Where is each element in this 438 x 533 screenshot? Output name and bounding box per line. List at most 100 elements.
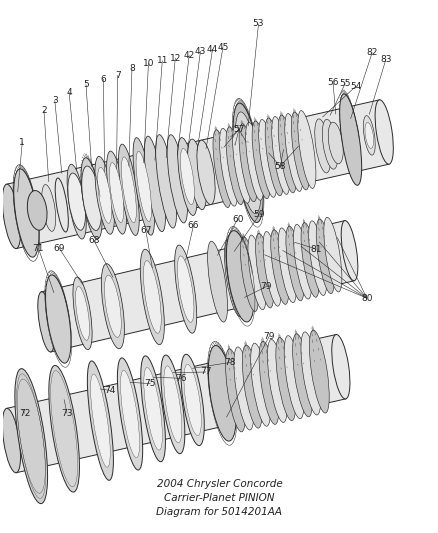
Ellipse shape [262,231,281,306]
Ellipse shape [247,235,265,310]
Ellipse shape [27,191,47,230]
Ellipse shape [258,341,278,424]
Ellipse shape [2,184,21,248]
Ellipse shape [144,368,162,450]
Text: 3: 3 [52,96,57,105]
Ellipse shape [364,123,373,148]
Ellipse shape [270,230,288,304]
Ellipse shape [323,217,341,292]
Ellipse shape [87,361,113,480]
Ellipse shape [140,249,164,345]
Polygon shape [41,221,353,352]
Text: 79: 79 [260,282,272,291]
Text: 69: 69 [53,244,65,253]
Text: 73: 73 [61,409,73,418]
Ellipse shape [283,336,304,419]
Ellipse shape [2,408,21,473]
Text: 43: 43 [194,47,206,56]
Ellipse shape [120,370,139,458]
Ellipse shape [251,121,270,199]
Text: 4: 4 [66,88,72,97]
Ellipse shape [232,125,250,203]
Ellipse shape [278,228,296,303]
Ellipse shape [226,231,254,322]
Text: 60: 60 [231,214,243,223]
Ellipse shape [291,112,309,190]
Ellipse shape [49,366,79,492]
Ellipse shape [141,356,165,462]
Ellipse shape [73,277,92,350]
Ellipse shape [308,221,326,295]
Text: 8: 8 [129,64,134,73]
Ellipse shape [275,337,295,421]
Ellipse shape [81,166,101,230]
Text: 10: 10 [142,59,154,68]
Ellipse shape [245,123,263,200]
Ellipse shape [219,128,237,206]
Ellipse shape [68,173,85,230]
Ellipse shape [177,138,197,215]
Ellipse shape [106,151,126,234]
Text: 81: 81 [310,245,321,254]
Ellipse shape [300,332,320,415]
Text: 45: 45 [217,43,228,52]
Text: 57: 57 [233,125,244,134]
Ellipse shape [180,354,204,446]
Text: 56: 56 [327,78,338,87]
Text: 12: 12 [169,54,180,63]
Ellipse shape [374,100,392,164]
Ellipse shape [240,237,258,311]
Ellipse shape [118,144,139,236]
Text: 6: 6 [100,75,106,84]
Ellipse shape [15,369,47,504]
Text: 59: 59 [253,211,265,219]
Text: 55: 55 [339,79,350,88]
Text: 2: 2 [41,107,47,116]
Ellipse shape [46,275,71,363]
Ellipse shape [144,136,165,232]
Ellipse shape [197,140,215,205]
Ellipse shape [258,119,276,197]
Polygon shape [7,100,388,248]
Ellipse shape [104,275,121,337]
Text: 74: 74 [104,386,116,395]
Ellipse shape [109,163,124,222]
Ellipse shape [207,241,227,322]
Ellipse shape [300,223,318,297]
Text: 82: 82 [366,49,377,58]
Text: 79: 79 [263,332,275,341]
Ellipse shape [224,239,244,317]
Ellipse shape [267,340,286,423]
Ellipse shape [242,345,261,428]
Ellipse shape [255,233,273,308]
Ellipse shape [284,114,302,191]
Text: 42: 42 [183,51,194,60]
Ellipse shape [293,224,311,299]
Text: 11: 11 [156,56,168,66]
Ellipse shape [233,103,262,222]
Ellipse shape [160,355,184,454]
Ellipse shape [90,374,110,467]
Ellipse shape [14,169,39,257]
Ellipse shape [143,261,161,333]
Text: 80: 80 [360,294,372,303]
Ellipse shape [321,119,337,169]
Text: 68: 68 [88,236,99,245]
Ellipse shape [265,118,283,196]
Ellipse shape [309,330,328,413]
Ellipse shape [297,110,315,189]
Ellipse shape [81,158,102,239]
Ellipse shape [292,334,312,417]
Text: 54: 54 [350,82,361,91]
Text: 5: 5 [83,80,88,89]
Ellipse shape [121,157,136,223]
Text: 67: 67 [140,226,151,235]
Ellipse shape [163,366,181,443]
Ellipse shape [285,226,303,301]
Ellipse shape [339,94,361,185]
Ellipse shape [363,116,374,155]
Text: 76: 76 [174,374,186,383]
Ellipse shape [117,358,142,470]
Ellipse shape [328,122,343,164]
Ellipse shape [250,343,270,426]
